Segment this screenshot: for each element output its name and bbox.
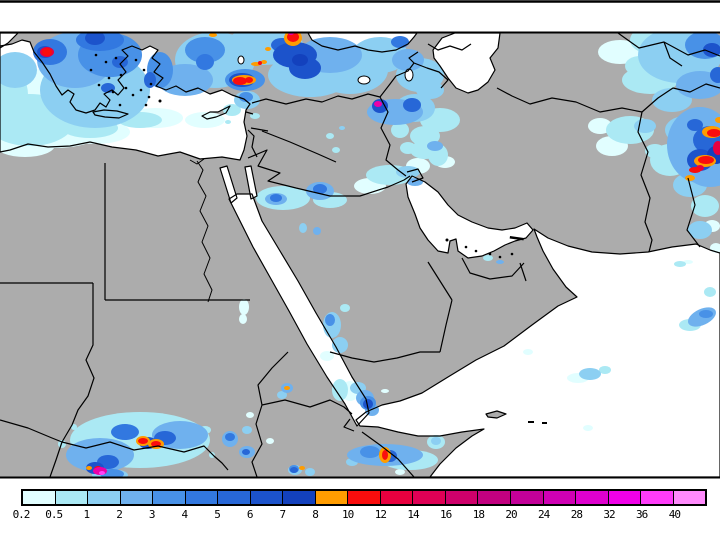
colorbar-tick-label: 40	[668, 508, 681, 521]
colorbar-cell	[55, 491, 89, 504]
colorbar-tick-label: 10	[342, 508, 354, 521]
colorbar-tick-label: 3	[148, 508, 156, 521]
border-layer	[0, 33, 720, 477]
colorbar-cell	[641, 491, 674, 504]
colorbar-tick-label: 0.2	[12, 508, 31, 521]
precip-layer	[0, 33, 720, 477]
colorbar-tick-label: 7	[279, 508, 287, 521]
colorbar-cell	[380, 491, 414, 504]
colorbar-cell	[23, 491, 56, 504]
colorbar-cell	[478, 491, 511, 504]
colorbar-tick-label: 16	[440, 508, 452, 521]
colorbar-tick-label: 2	[116, 508, 123, 521]
colorbar-tick-label: 24	[538, 508, 550, 521]
colorbar-tick-label: 36	[636, 508, 648, 521]
colorbar-tick-label: 12	[374, 508, 387, 521]
colorbar-cell	[153, 491, 186, 504]
colorbar-cell	[185, 491, 219, 504]
colorbar-cell	[543, 491, 577, 504]
precip-colorbar-tick-labels: 0.2 0.5 1 2 3 4 5 6 7 8 10 12 14 16 18 20 24 28 32 36 40	[0, 508, 720, 522]
colorbar-tick-label: 14	[407, 508, 419, 521]
precip-colorbar	[21, 489, 707, 506]
colorbar-cell	[510, 491, 544, 504]
colorbar-tick-label: 32	[603, 508, 615, 521]
colorbar-cell	[283, 491, 316, 504]
colorbar-cell	[88, 491, 121, 504]
colorbar-cell	[445, 491, 479, 504]
colorbar-cell	[413, 491, 446, 504]
colorbar-cell	[608, 491, 642, 504]
colorbar-tick-label: 8	[312, 508, 319, 521]
colorbar-cell	[348, 491, 381, 504]
colorbar-cell	[250, 491, 284, 504]
colorbar-tick-label: 20	[505, 508, 517, 521]
colorbar-cell	[120, 491, 154, 504]
colorbar-tick-label: 28	[570, 508, 583, 521]
colorbar-tick-label: 6	[246, 508, 254, 521]
colorbar-cell	[576, 491, 609, 504]
colorbar-tick-label: 1	[83, 508, 91, 521]
colorbar-cell	[218, 491, 251, 504]
islet-dots-layer	[89, 53, 547, 424]
colorbar-tick-label: 5	[214, 508, 221, 521]
colorbar-tick-label: 0.5	[45, 508, 63, 521]
colorbar-tick-label: 4	[181, 508, 189, 521]
colorbar-cell	[315, 491, 349, 504]
colorbar-cell	[673, 491, 706, 504]
colorbar-tick-label: 18	[472, 508, 485, 521]
